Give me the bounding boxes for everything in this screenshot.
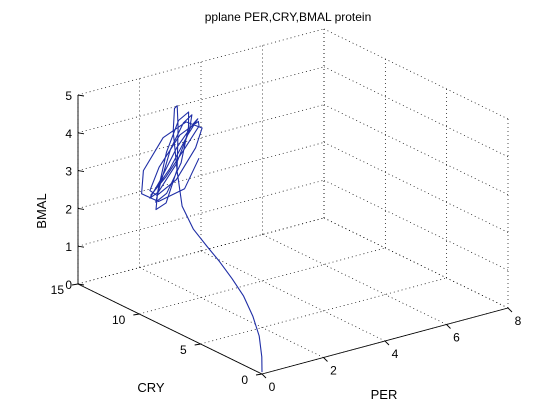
- grid-line-floor-y: [139, 247, 386, 315]
- z-tick-mark: [77, 170, 85, 173]
- x-tick-mark: [384, 340, 390, 346]
- z-tick-label: 0: [65, 278, 72, 292]
- z-tick-mark: [77, 132, 85, 135]
- y-axis-line: [77, 283, 263, 375]
- grid-line-back-z: [77, 66, 325, 134]
- y-axis-label: CRY: [137, 380, 165, 395]
- y-tick-label: 0: [241, 373, 248, 387]
- x-tick-mark: [323, 357, 328, 362]
- z-tick-label: 2: [65, 202, 72, 216]
- z-axis-label: BMAL: [34, 193, 49, 228]
- x-tick-mark: [261, 373, 267, 379]
- x-tick-label: 2: [330, 364, 337, 378]
- y-tick-label: 5: [180, 343, 187, 357]
- grid-line-back-z: [77, 217, 325, 285]
- data-series: [141, 105, 263, 373]
- y-tick-label: 15: [51, 283, 65, 297]
- grid-line-back-z: [77, 28, 325, 96]
- y-tick-mark: [133, 313, 140, 316]
- y-tick-label: 10: [112, 313, 126, 327]
- grid-line-back-z: [77, 104, 325, 171]
- x-axis-label: PER: [371, 387, 398, 402]
- z-tick-mark: [77, 283, 85, 286]
- x-tick-mark: [446, 324, 451, 329]
- z-tick-label: 5: [65, 89, 72, 103]
- series-line: [141, 105, 263, 373]
- x-tick-label: 8: [515, 314, 522, 328]
- y-tick-mark: [194, 343, 201, 346]
- z-tick-label: 1: [65, 240, 72, 254]
- y-tick-mark: [255, 373, 263, 376]
- x-tick-label: 6: [453, 331, 460, 345]
- x-tick-label: 0: [269, 380, 276, 394]
- grid-line-back-z: [77, 142, 325, 209]
- grid-line-back-z: [77, 179, 325, 247]
- z-tick-label: 4: [65, 127, 72, 141]
- x-tick-label: 4: [392, 347, 399, 361]
- y-tick-mark: [71, 283, 79, 286]
- z-tick-label: 3: [65, 165, 72, 179]
- z-tick-mark: [77, 94, 85, 97]
- grid-line-floor-y: [200, 277, 447, 345]
- x-tick-mark: [507, 307, 513, 313]
- z-tick-mark: [77, 245, 85, 248]
- chart-title: pplane PER,CRY,BMAL protein: [205, 10, 372, 24]
- z-tick-mark: [77, 207, 85, 210]
